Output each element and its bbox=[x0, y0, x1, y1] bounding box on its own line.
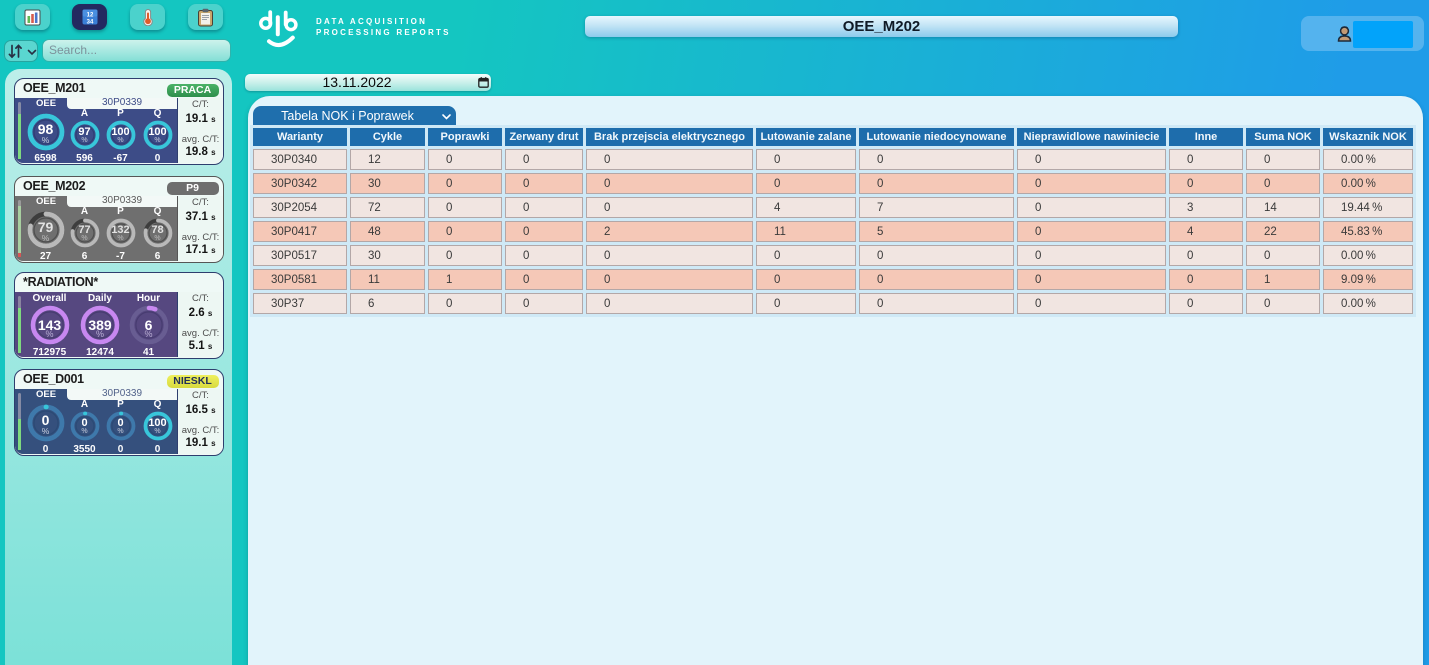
svg-text:34: 34 bbox=[86, 20, 93, 26]
svg-text:12: 12 bbox=[86, 13, 93, 19]
